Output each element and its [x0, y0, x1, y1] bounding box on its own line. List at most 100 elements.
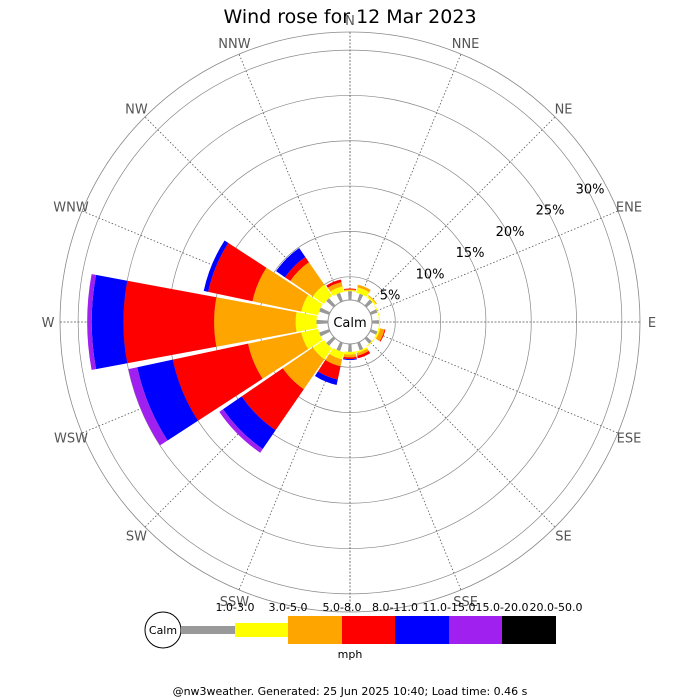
bar-s-bin-3 — [343, 354, 357, 358]
bar-nw-bin-2 — [312, 284, 333, 305]
ring-labels: 5% 10% 15% 20% 25% 30% — [380, 182, 605, 303]
calm-label: Calm — [333, 316, 366, 331]
direction-label-nw: NW — [125, 102, 148, 117]
ring-label-10: 10% — [416, 267, 445, 282]
bar-nw-bin-4 — [285, 257, 309, 281]
chart-title: Wind rose for 12 Mar 2023 — [223, 6, 476, 28]
direction-label-ne: NE — [555, 102, 573, 117]
legend-swatch-2 — [235, 623, 288, 637]
bar-nne-bin-2 — [356, 287, 370, 297]
bar-sw-bin-5 — [223, 396, 276, 449]
bar-w-bin-2 — [295, 312, 318, 332]
bar-ese-bin-2 — [374, 328, 381, 339]
spoke-ese — [370, 330, 619, 434]
direction-label-nne: NNE — [452, 37, 480, 52]
direction-label-se: SE — [555, 530, 571, 545]
bar-s-bin-2 — [344, 351, 356, 355]
bar-sse-bin-4 — [357, 350, 371, 359]
legend-label-7: 20.0-50.0 — [530, 601, 583, 614]
spoke-ene — [370, 210, 619, 314]
direction-label-ssw: SSW — [220, 595, 250, 610]
bar-sw-bin-6 — [219, 409, 263, 453]
bar-n-bin-4 — [343, 288, 357, 290]
direction-label-sse: SSE — [453, 595, 478, 610]
bar-sw-bin-2 — [312, 339, 333, 360]
direction-label-ese: ESE — [617, 432, 642, 447]
spoke-nne — [358, 53, 462, 302]
bar-ssw-bin-3 — [325, 353, 343, 367]
bar-ne-bin-3 — [367, 295, 377, 305]
calm-circle-group: Calm — [327, 299, 373, 345]
calm-circle — [327, 299, 373, 345]
bar-s-bin-5 — [343, 358, 357, 361]
bar-n-bin-3 — [344, 289, 356, 291]
legend-label-1: 1.0-3.0 — [216, 601, 255, 614]
legend-swatch-6 — [449, 616, 502, 644]
legend-label-2: 3.0-5.0 — [269, 601, 308, 614]
bar-ese-bin-4 — [379, 329, 386, 342]
bar-nw-bin-3 — [290, 262, 325, 297]
bar-wnw-bin-2 — [301, 294, 323, 316]
ring-label-20: 20% — [496, 225, 525, 240]
bar-nw-bin-5 — [276, 248, 306, 278]
bar-sw-bin-3 — [282, 347, 325, 390]
bar-ene-bin-2 — [374, 305, 380, 316]
bar-nnw-bin-2 — [330, 286, 344, 297]
legend-swatch-7 — [502, 616, 556, 644]
bar-w-bin-6 — [87, 274, 97, 370]
bar-sse-bin-3 — [356, 348, 369, 356]
legend-swatch-1 — [181, 626, 235, 634]
direction-label-nnw: NNW — [218, 37, 250, 52]
direction-label-ene: ENE — [616, 200, 642, 215]
legend-label-4: 8.0-11.0 — [372, 601, 418, 614]
bar-nnw-bin-4 — [326, 279, 342, 288]
bar-ssw-bin-2 — [329, 347, 344, 360]
bar-wnw-bin-3 — [252, 267, 309, 312]
ring-label-5: 5% — [380, 289, 401, 304]
legend-swatch-4 — [342, 616, 395, 644]
bar-n-bin-2 — [344, 290, 356, 292]
footer-text: @nw3weather. Generated: 25 Jun 2025 10:4… — [173, 685, 528, 698]
bar-nnw-bin-3 — [327, 282, 343, 292]
legend-calm-label: Calm — [149, 624, 177, 637]
bar-ssw-bin-4 — [317, 360, 341, 380]
spoke-nw — [144, 116, 335, 307]
bar-s-bin-4 — [343, 356, 357, 360]
ring-label-30: 30% — [576, 182, 605, 197]
bar-sw-bin-4 — [241, 368, 304, 431]
spoke-sse — [358, 342, 462, 591]
bar-wsw-bin-3 — [248, 332, 309, 379]
spoke-se — [365, 337, 556, 528]
legend-label-5: 11.0-15.0 — [423, 601, 476, 614]
ring-label-15: 15% — [456, 246, 485, 261]
bar-w-bin-3 — [214, 297, 297, 347]
bar-wsw-bin-6 — [128, 367, 168, 446]
bar-wsw-bin-4 — [172, 343, 263, 421]
direction-label-wsw: WSW — [54, 432, 88, 447]
bar-w-bin-5 — [91, 274, 128, 370]
legend-label-3: 5.0-8.0 — [323, 601, 362, 614]
direction-label-sw: SW — [126, 530, 147, 545]
legend-swatch-5 — [395, 616, 449, 644]
bar-ne-bin-2 — [366, 295, 377, 306]
bar-ssw-bin-5 — [314, 371, 338, 385]
bar-w-bin-4 — [123, 280, 217, 364]
speed-legend: Calm 1.0-3.0 3.0-5.0 5.0-8.0 8.0-11.0 11.0-1… — [144, 601, 582, 661]
bar-sse-bin-2 — [356, 347, 368, 354]
direction-label-wnw: WNW — [53, 200, 89, 215]
legend-unit-label: mph — [338, 648, 363, 661]
legend-bins: 1.0-3.0 3.0-5.0 5.0-8.0 8.0-11.0 11.0-15.0 15… — [181, 601, 582, 644]
bar-wnw-bin-4 — [208, 243, 267, 302]
direction-label-n: N — [345, 14, 355, 29]
bar-nne-bin-3 — [357, 284, 371, 293]
direction-label-e: E — [648, 316, 656, 331]
wind-bars — [87, 240, 386, 453]
bar-wnw-bin-5 — [203, 240, 229, 292]
legend-swatch-3 — [288, 616, 342, 644]
spoke-ne — [365, 116, 556, 307]
direction-label-w: W — [42, 316, 55, 331]
spoke-nnw — [238, 53, 342, 302]
spoke-ssw — [238, 342, 342, 591]
bar-e-bin-2 — [378, 316, 380, 328]
